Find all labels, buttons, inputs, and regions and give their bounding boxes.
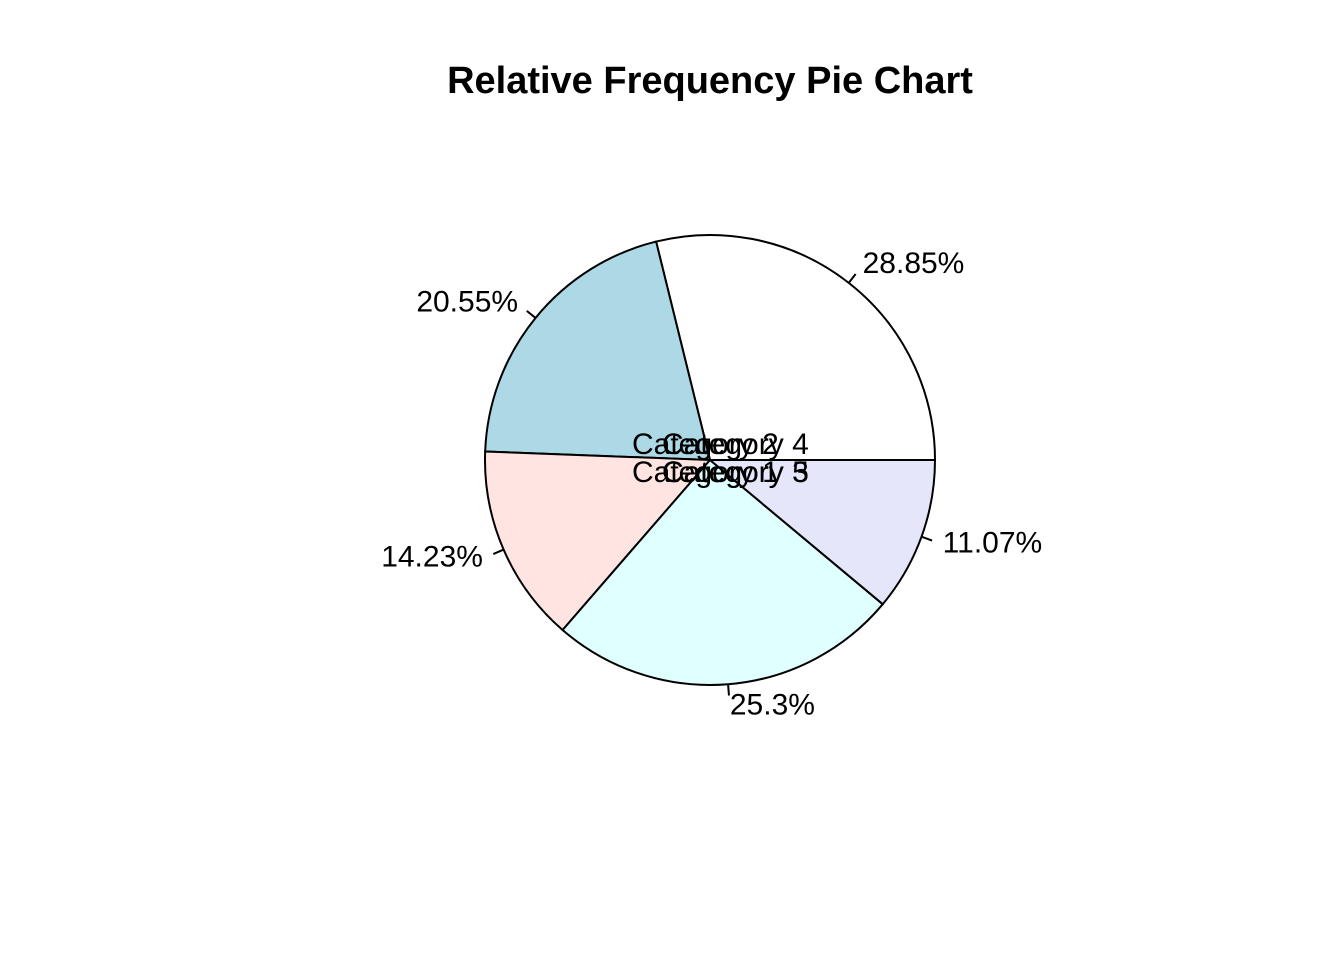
percentage-label: 14.23% xyxy=(381,540,483,573)
percentage-label: 11.07% xyxy=(943,526,1043,559)
label-tick xyxy=(921,535,933,542)
pie-slice xyxy=(484,450,713,632)
pie-slice xyxy=(654,234,937,461)
label-tick xyxy=(727,684,730,696)
pie-slice xyxy=(561,458,885,686)
label-tick xyxy=(526,310,537,319)
label-tick xyxy=(847,273,857,284)
percentage-label: 28.85% xyxy=(863,247,965,280)
pie-slice xyxy=(707,459,937,606)
category-label: Category 4 xyxy=(662,428,809,461)
pie-slice xyxy=(484,240,712,462)
category-label: Category 5 xyxy=(662,456,809,489)
label-ticks xyxy=(492,273,933,696)
category-label: Category 1 xyxy=(632,456,779,489)
category-label: Category 3 xyxy=(662,456,809,489)
percentage-labels: 28.85% 20.55% 14.23% 25.3% 11.07% xyxy=(381,247,1042,722)
category-label: Category 2 xyxy=(632,428,779,461)
label-tick xyxy=(492,548,504,555)
percentage-label: 20.55% xyxy=(416,286,518,319)
chart-title: Relative Frequency Pie Chart xyxy=(447,60,973,102)
percentage-label: 25.3% xyxy=(730,689,815,722)
pie-slices xyxy=(484,234,937,686)
